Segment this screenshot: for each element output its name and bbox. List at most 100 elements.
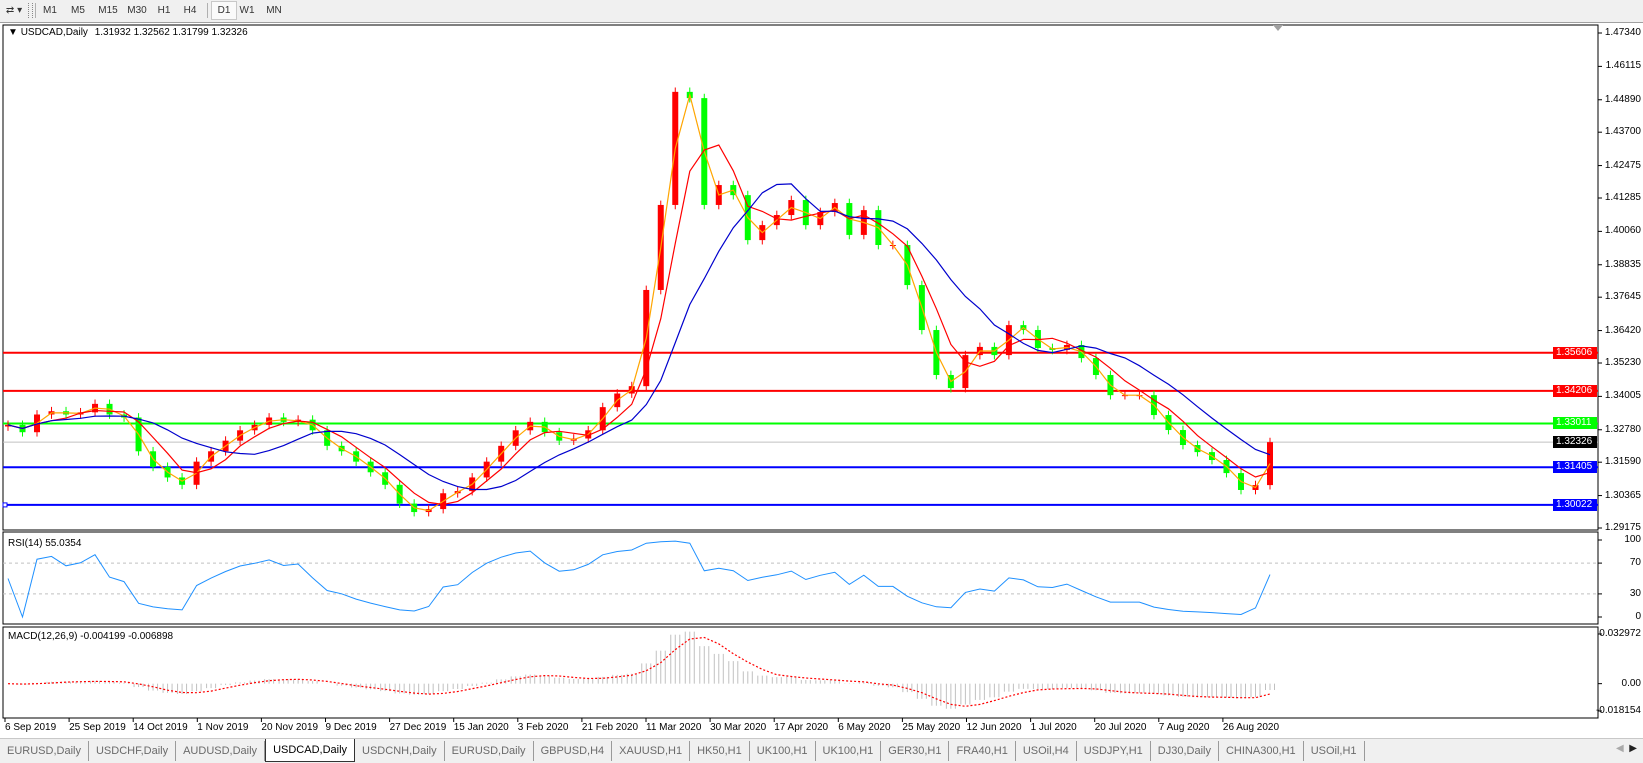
chart-tab[interactable]: EURUSD,Daily bbox=[0, 741, 89, 761]
timeframe-w1-button[interactable]: W1 bbox=[239, 5, 255, 16]
chart-tab[interactable]: GBPUSD,H4 bbox=[534, 741, 613, 761]
chart-tab[interactable]: USOil,H1 bbox=[1304, 741, 1365, 761]
macd-histogram bbox=[17, 631, 1275, 709]
time-tick-label: 1 Jul 2020 bbox=[1030, 722, 1077, 733]
tab-left-arrow-icon[interactable]: ◀ bbox=[1616, 743, 1624, 754]
time-tick-label: 25 May 2020 bbox=[902, 722, 961, 733]
price-tick-label: 1.47340 bbox=[1604, 27, 1641, 38]
macd-panel[interactable] bbox=[2, 626, 1599, 719]
time-tick-label: 7 Aug 2020 bbox=[1158, 722, 1210, 733]
chart-tab[interactable]: UK100,H1 bbox=[816, 741, 882, 761]
ma-mid-line bbox=[7, 144, 1271, 506]
price-level-tag: 1.33011 bbox=[1553, 417, 1597, 430]
chart-tab[interactable]: FRA40,H1 bbox=[949, 741, 1016, 761]
chart-tabs: EURUSD,Daily USDCHF,Daily AUDUSD,Daily USDC… bbox=[0, 738, 1643, 763]
price-level-tag: 1.30022 bbox=[1553, 498, 1597, 511]
price-tick-label: 1.41285 bbox=[1604, 191, 1641, 203]
chart-tab[interactable]: HK50,H1 bbox=[690, 741, 750, 761]
timeframe-m1-button[interactable]: M1 bbox=[43, 5, 57, 16]
timeframe-mn-button[interactable]: MN bbox=[266, 5, 282, 16]
time-tick-label: 27 Dec 2019 bbox=[389, 722, 447, 733]
rsi-tick-label: 100 bbox=[1624, 534, 1641, 545]
time-tick-label: 26 Aug 2020 bbox=[1222, 722, 1280, 733]
price-tick-label: 1.37645 bbox=[1604, 291, 1641, 303]
price-tick-label: 1.29175 bbox=[1604, 521, 1641, 533]
time-tick-label: 30 Mar 2020 bbox=[710, 722, 767, 733]
timeframe-h4-button[interactable]: H4 bbox=[183, 5, 197, 16]
time-tick-label: 12 Jun 2020 bbox=[966, 722, 1022, 733]
price-tick-label: 1.43700 bbox=[1604, 126, 1641, 138]
chart-canvas[interactable] bbox=[0, 0, 1643, 738]
ohlc-values: 1.31932 1.32562 1.31799 1.32326 bbox=[94, 27, 248, 38]
chart-tab[interactable]: USDCNH,Daily bbox=[355, 741, 445, 761]
time-tick-label: 11 Mar 2020 bbox=[646, 722, 702, 733]
macd-tick-label: -0.018154 bbox=[1595, 705, 1641, 716]
tab-scroll-arrows[interactable]: ◀ ▶ bbox=[1616, 743, 1637, 754]
price-tick-label: 1.46115 bbox=[1605, 60, 1641, 72]
timeframe-toolbar: ⇄ ▾ M1 M5 M15 M30 H1 H4 D1 W1 MN bbox=[0, 0, 1643, 23]
candle-body bbox=[5, 424, 11, 427]
price-level-tag: 1.32326 bbox=[1553, 436, 1597, 449]
price-level-tag: 1.35606 bbox=[1553, 346, 1597, 359]
price-level-tag: 1.34206 bbox=[1553, 384, 1597, 397]
rsi-panel[interactable] bbox=[2, 531, 1599, 625]
price-level-tag: 1.31405 bbox=[1553, 461, 1597, 474]
time-tick-label: 17 Apr 2020 bbox=[774, 722, 829, 733]
rsi-tick-label: 0 bbox=[1635, 611, 1641, 622]
macd-signal-line bbox=[7, 636, 1271, 707]
chart-tab[interactable]: CHINA300,H1 bbox=[1219, 741, 1304, 761]
chart-tab[interactable]: GER30,H1 bbox=[881, 741, 950, 761]
chart-shift-marker-icon[interactable] bbox=[1273, 25, 1283, 31]
chart-tab[interactable]: USDCHF,Daily bbox=[89, 741, 177, 761]
ma-slow-line bbox=[7, 183, 1271, 491]
candle bbox=[5, 420, 11, 431]
chart-tab[interactable]: UK100,H1 bbox=[750, 741, 816, 761]
timeframe-m5-button[interactable]: M5 bbox=[71, 5, 85, 16]
chart-tab[interactable]: USDCAD,Daily bbox=[265, 738, 356, 762]
price-tick-label: 1.31590 bbox=[1604, 456, 1641, 468]
time-tick-label: 1 Nov 2019 bbox=[197, 722, 249, 733]
timeframe-m30-button[interactable]: M30 bbox=[127, 5, 147, 16]
rsi-tick-label: 70 bbox=[1629, 557, 1641, 569]
timeframe-d1-button[interactable]: D1 bbox=[211, 1, 237, 20]
timeframe-m15-button[interactable]: M15 bbox=[98, 5, 118, 16]
price-tick-label: 1.44890 bbox=[1604, 93, 1641, 105]
collapse-arrow-icon[interactable]: ▼ bbox=[8, 27, 18, 38]
chart-header: ▼ USDCAD,Daily 1.31932 1.32562 1.31799 1… bbox=[8, 27, 248, 38]
rsi-title: RSI(14) 55.0354 bbox=[8, 538, 82, 549]
price-tick-label: 1.30365 bbox=[1604, 489, 1641, 501]
timeframe-h1-button[interactable]: H1 bbox=[157, 5, 171, 16]
time-tick-label: 9 Dec 2019 bbox=[325, 722, 377, 733]
time-tick-label: 3 Feb 2020 bbox=[517, 722, 569, 733]
rsi-line bbox=[7, 540, 1271, 619]
rsi-tick-label: 30 bbox=[1629, 587, 1641, 599]
chart-tab[interactable]: XAUUSD,H1 bbox=[612, 741, 691, 761]
time-tick-label: 6 May 2020 bbox=[838, 722, 891, 733]
ma-fast-line bbox=[7, 92, 1271, 512]
chart-tab[interactable]: EURUSD,Daily bbox=[445, 741, 534, 761]
main-chart-panel[interactable] bbox=[2, 24, 1599, 531]
price-tick-label: 1.34005 bbox=[1604, 390, 1641, 402]
price-tick-label: 1.42475 bbox=[1604, 159, 1641, 171]
price-tick-label: 1.36420 bbox=[1604, 324, 1641, 336]
macd-title: MACD(12,26,9) -0.004199 -0.006898 bbox=[8, 631, 174, 642]
price-tick-label: 1.38835 bbox=[1604, 258, 1641, 270]
chart-tab[interactable]: USDJPY,H1 bbox=[1077, 741, 1151, 761]
line-handle[interactable] bbox=[2, 502, 8, 508]
toolbar-separator bbox=[207, 3, 208, 18]
time-tick-label: 15 Jan 2020 bbox=[453, 722, 509, 733]
chart-tab[interactable]: DJ30,Daily bbox=[1151, 741, 1219, 761]
chart-tab[interactable]: AUDUSD,Daily bbox=[176, 741, 266, 761]
line-studies-dropdown[interactable]: ⇄ ▾ bbox=[5, 5, 23, 16]
toolbar-separator bbox=[35, 3, 36, 18]
macd-tick-label: 0.032972 bbox=[1599, 628, 1641, 639]
time-tick-label: 20 Nov 2019 bbox=[261, 722, 319, 733]
time-tick-label: 21 Feb 2020 bbox=[581, 722, 639, 733]
time-tick-label: 25 Sep 2019 bbox=[69, 722, 126, 733]
chart-tab[interactable]: USOil,H4 bbox=[1016, 741, 1077, 761]
time-tick-label: 14 Oct 2019 bbox=[133, 722, 188, 733]
price-tick-label: 1.35230 bbox=[1604, 356, 1641, 368]
toolbar-grip[interactable] bbox=[28, 3, 33, 18]
tab-right-arrow-icon[interactable]: ▶ bbox=[1629, 743, 1637, 754]
price-tick-label: 1.40060 bbox=[1604, 225, 1641, 237]
